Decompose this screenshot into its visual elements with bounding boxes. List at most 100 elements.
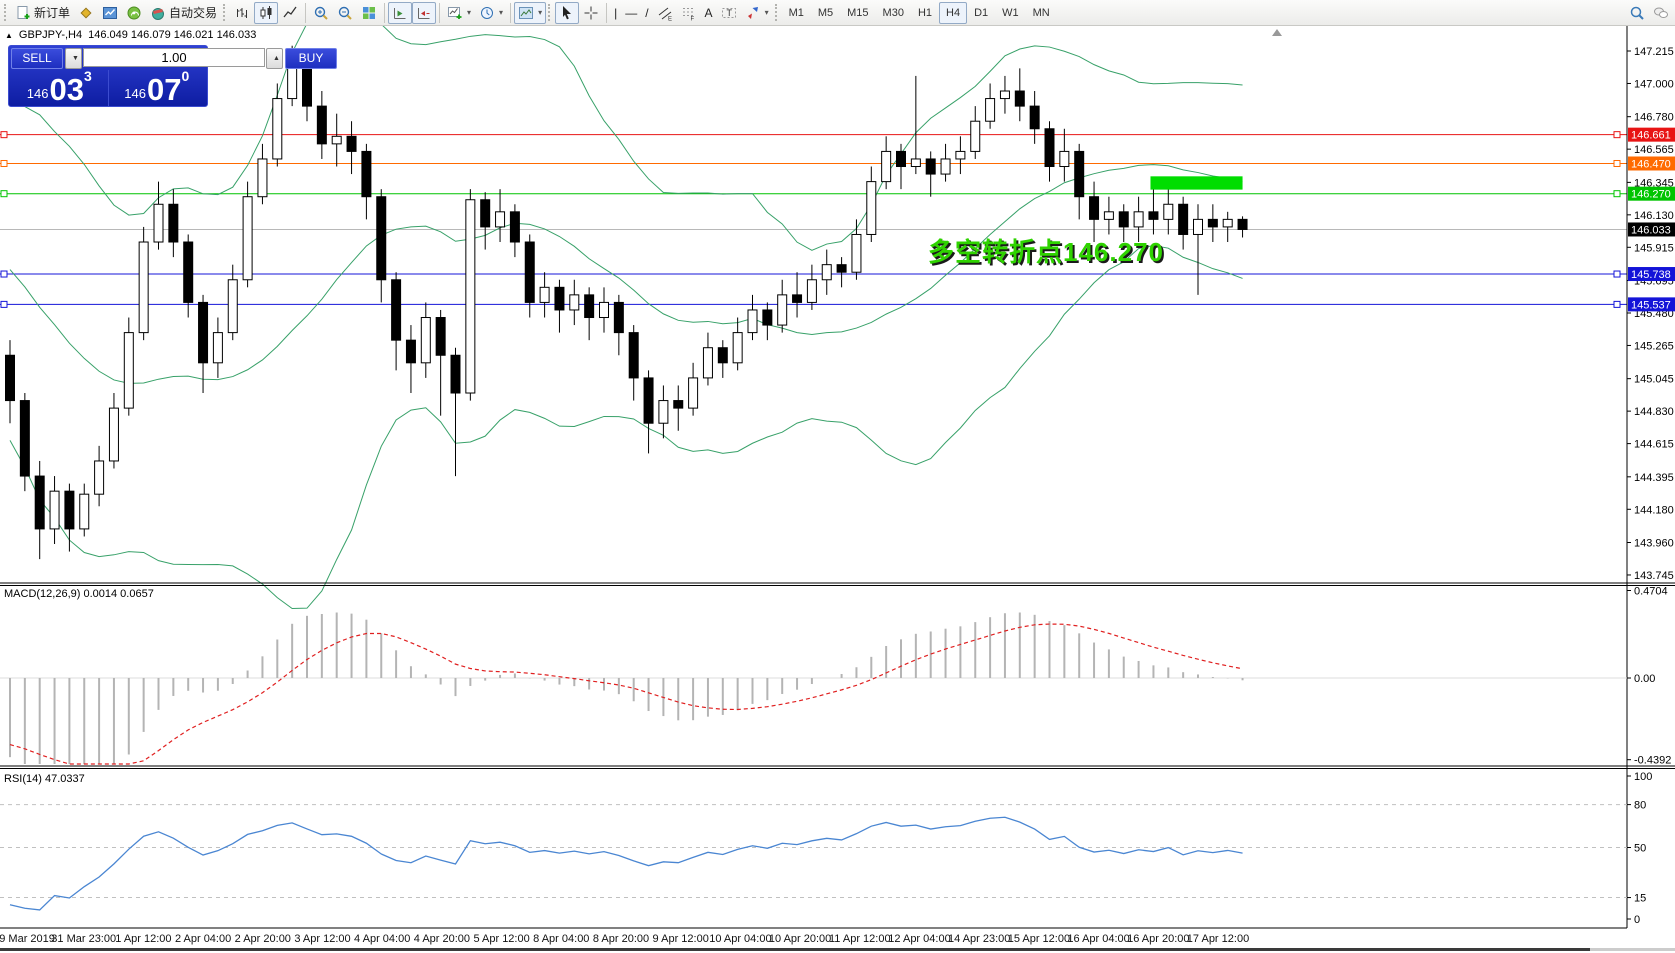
period-selector-button[interactable]: ▾	[475, 2, 507, 24]
bar-chart-mode-icon	[237, 7, 248, 18]
dropdown-icon: ▾	[538, 8, 543, 17]
svg-text:4 Apr 20:00: 4 Apr 20:00	[414, 933, 470, 945]
auto-trading-button[interactable]: 自动交易	[146, 2, 221, 24]
chat-button[interactable]	[1649, 2, 1673, 24]
timeframe-m30-button[interactable]: M30	[876, 2, 911, 24]
toolbar-separator	[439, 2, 441, 23]
volume-increase-button[interactable]: ▲	[266, 48, 283, 69]
svg-text:145.045: 145.045	[1634, 374, 1674, 386]
svg-text:0.4704: 0.4704	[1634, 586, 1668, 598]
svg-text:4 Apr 04:00: 4 Apr 04:00	[354, 933, 410, 945]
toolbar-grip	[548, 4, 551, 21]
candlestick-mode-icon	[260, 5, 272, 19]
svg-text:3 Apr 12:00: 3 Apr 12:00	[294, 933, 350, 945]
search-button[interactable]	[1625, 2, 1649, 24]
crosshair-tool-button[interactable]	[579, 2, 603, 24]
toolbar-separator	[510, 2, 512, 23]
tile-windows-icon	[363, 6, 376, 19]
symbol-info: ▲ GBPJPY-,H4 146.049 146.079 146.021 146…	[5, 29, 256, 41]
market-watch-button[interactable]	[98, 2, 122, 24]
timeframe-h1-button[interactable]: H1	[911, 2, 939, 24]
svg-text:147.000: 147.000	[1634, 78, 1674, 90]
sell-price-prefix: 146	[26, 86, 49, 101]
sell-price-sup: 3	[83, 68, 92, 84]
timeframe-w1-button[interactable]: W1	[995, 2, 1026, 24]
new-order-icon	[17, 5, 30, 19]
zoom-out-button[interactable]	[333, 2, 357, 24]
one-click-collapse-icon[interactable]: ▲	[5, 30, 13, 40]
svg-text:144.180: 144.180	[1634, 504, 1674, 516]
horizontal-line-tool-button[interactable]: —	[621, 2, 641, 24]
tile-windows-button[interactable]	[357, 2, 381, 24]
timeframe-d1-button[interactable]: D1	[967, 2, 995, 24]
signals-button[interactable]	[122, 2, 146, 24]
svg-text:80: 80	[1634, 800, 1646, 812]
auto-trading-label: 自动交易	[169, 6, 218, 20]
volume-input[interactable]	[83, 48, 265, 67]
channel-tool-button[interactable]: E	[653, 2, 677, 24]
text-tool-button[interactable]: A	[701, 2, 717, 24]
sell-price-big: 03	[49, 72, 84, 107]
zoom-in-icon	[314, 6, 328, 20]
arrows-tool-button[interactable]: ▾	[741, 2, 773, 24]
trendline-tool-button[interactable]: /	[641, 2, 652, 24]
svg-text:50: 50	[1634, 843, 1646, 855]
volume-decrease-button[interactable]: ▼	[65, 48, 82, 69]
sell-button[interactable]: SELL	[11, 48, 63, 69]
timeframe-m5-button[interactable]: M5	[811, 2, 840, 24]
svg-text:31 Mar 23:00: 31 Mar 23:00	[51, 933, 116, 945]
auto-scroll-icon	[394, 7, 406, 19]
chart-shift-button[interactable]	[412, 1, 437, 24]
svg-text:E: E	[668, 16, 672, 21]
svg-text:146.270: 146.270	[1631, 189, 1671, 201]
vertical-line-tool-button[interactable]: |	[610, 2, 621, 24]
zoom-in-button[interactable]	[309, 2, 333, 24]
toolbar-separator	[606, 2, 608, 23]
svg-text:145.915: 145.915	[1634, 242, 1674, 254]
trendline-icon: /	[645, 5, 649, 20]
toolbar-separator	[384, 2, 386, 23]
svg-text:14 Apr 23:00: 14 Apr 23:00	[948, 933, 1010, 945]
svg-text:29 Mar 2019: 29 Mar 2019	[0, 933, 55, 945]
one-click-trading-panel: SELL ▼ ▲ BUY 146 03 3 146 07 0	[8, 45, 337, 107]
bar-chart-mode-button[interactable]	[230, 2, 254, 24]
profiles-button[interactable]	[74, 2, 98, 24]
label-tool-button[interactable]: T	[717, 2, 741, 24]
svg-text:145.265: 145.265	[1634, 340, 1674, 352]
chart-region[interactable]: 147.215 147.000 146.780 146.565 146.345 146.1…	[0, 26, 1675, 953]
timeframe-mn-button[interactable]: MN	[1026, 2, 1057, 24]
svg-text:146.130: 146.130	[1634, 210, 1674, 222]
line-chart-mode-button[interactable]	[278, 2, 302, 24]
sell-price[interactable]: 146 03 3	[11, 68, 108, 107]
dropdown-icon: ▾	[764, 8, 769, 17]
buy-button[interactable]: BUY	[285, 48, 337, 69]
auto-scroll-button[interactable]	[388, 1, 413, 24]
timeframe-m1-button[interactable]: M1	[782, 2, 811, 24]
templates-button[interactable]: ▾	[514, 1, 547, 24]
svg-text:1 Apr 12:00: 1 Apr 12:00	[115, 933, 171, 945]
candlestick-mode-button[interactable]	[254, 1, 279, 24]
svg-text:10 Apr 20:00: 10 Apr 20:00	[769, 933, 831, 945]
svg-text:145.537: 145.537	[1631, 299, 1671, 311]
fibonacci-icon: F	[682, 7, 695, 21]
svg-text:2 Apr 04:00: 2 Apr 04:00	[175, 933, 231, 945]
cursor-tool-button[interactable]	[555, 1, 580, 24]
svg-text:146.345: 146.345	[1634, 177, 1674, 189]
label-tool-icon: T	[721, 7, 736, 18]
svg-text:143.745: 143.745	[1634, 570, 1674, 582]
timeframe-h4-button[interactable]: H4	[939, 1, 968, 24]
buy-price[interactable]: 146 07 0	[107, 69, 206, 106]
arrows-tool-icon	[747, 6, 758, 19]
svg-text:143.960: 143.960	[1634, 538, 1674, 550]
macd-label: MACD(12,26,9) 0.0014 0.0657	[4, 588, 154, 600]
chart-canvas[interactable]: 147.215 147.000 146.780 146.565 146.345 146.1…	[0, 26, 1675, 953]
svg-text:9 Apr 12:00: 9 Apr 12:00	[653, 933, 709, 945]
channel-icon: E	[658, 7, 672, 21]
timeframe-m15-button[interactable]: M15	[840, 2, 875, 24]
new-chart-button[interactable]: ▾	[443, 2, 475, 24]
fibonacci-tool-button[interactable]: F	[677, 2, 701, 24]
dropdown-icon: ▾	[499, 8, 504, 17]
templates-icon	[519, 6, 534, 19]
new-order-button[interactable]: 新订单	[11, 2, 74, 24]
svg-text:-0.4392: -0.4392	[1634, 755, 1671, 767]
